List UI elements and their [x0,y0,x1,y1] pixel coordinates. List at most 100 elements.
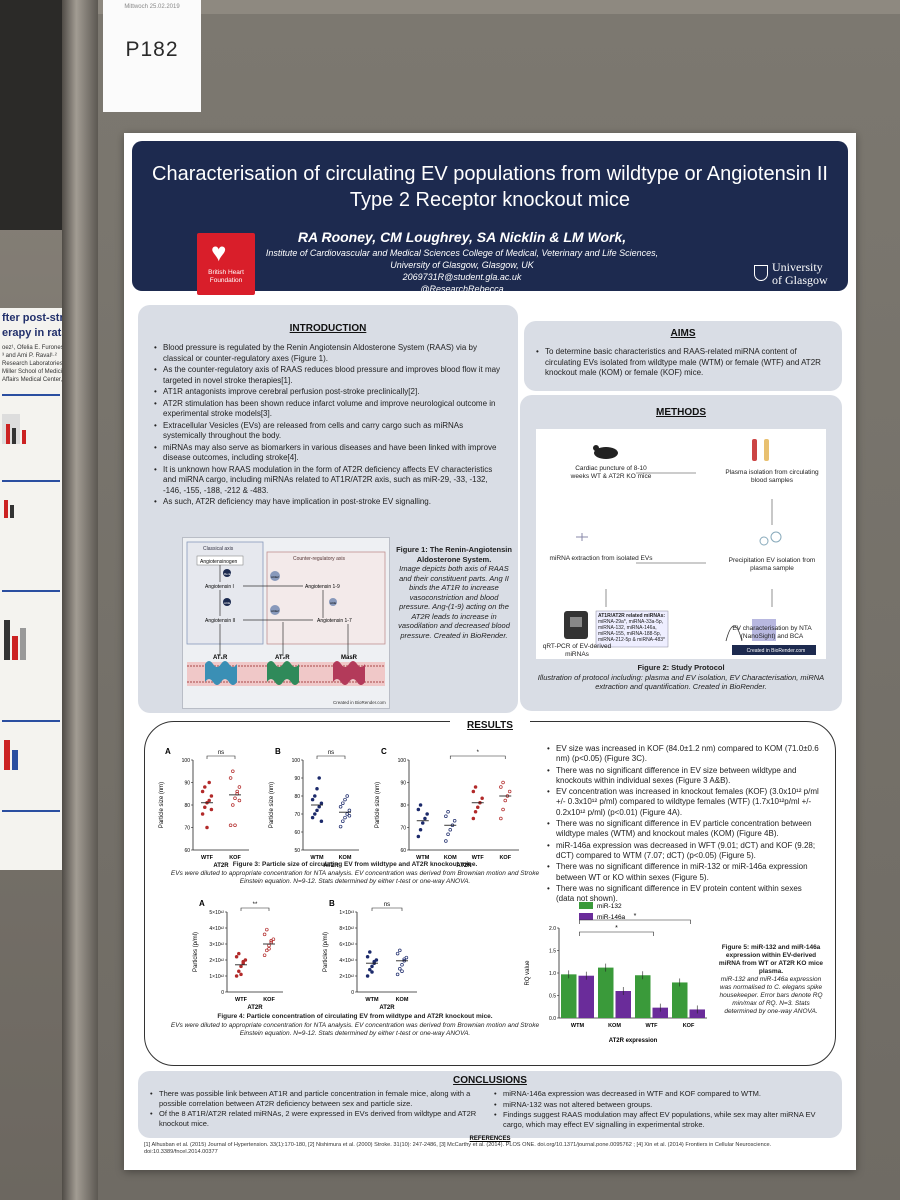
poster-authors: RA Rooney, CM Loughrey, SA Nicklin & LM … [297,229,627,245]
x-axis-label: AT2R expression [609,1038,658,1044]
legend-swatch [579,902,593,909]
significance-bracket [449,755,506,759]
y-tick-label: 5×10¹² [209,910,224,916]
y-tick-label: 1×10¹² [209,974,224,980]
y-tick-label: 8×10¹² [339,926,354,932]
y-axis-label: Particles (p/ml) [323,932,329,972]
data-point [370,964,374,969]
data-point [237,798,242,803]
data-point [347,808,352,813]
data-point [341,819,345,823]
data-point [234,974,239,978]
y-tick-label: 90 [400,781,406,787]
panel-letter: B [275,747,281,756]
data-point [398,967,402,971]
data-point [207,780,211,785]
y-tick-label: 70 [184,826,190,832]
figure4-caption-title: Figure 4: Particle concentration of circ… [217,1013,493,1020]
significance-bracket [316,755,346,759]
heart-icon: ♥ [211,237,227,267]
data-point [317,776,321,780]
y-tick-label: 1.0 [549,971,556,977]
y-tick-label: 2×10¹² [209,958,224,964]
step-plasma-isolation: Plasma isolation from circulating blood … [725,469,819,484]
results-bullet: EV size was increased in KOF (84.0±1.2 n… [547,744,819,765]
bar-miR-146a [689,1009,705,1018]
step-ev-characterisation: EV characterisation by NTA (NanoSight) a… [732,625,812,640]
data-point [400,963,404,967]
adjacent-poster: fter post-stro erapy in rats oez¹, Ofeli… [0,308,62,870]
aims-section: AIMS To determine basic characteristics … [524,321,842,391]
references-text: [1] Alhusban et al. (2015) Journal of Hy… [144,1142,772,1155]
svg-text:Created in BioRender.com: Created in BioRender.com [333,700,386,705]
y-tick-label: 70 [294,812,300,818]
bar-miR-146a [615,991,631,1018]
data-point [471,789,476,794]
panel-letter: C [381,747,387,756]
significance-bracket [206,755,236,759]
adjacent-poster-affil-1: Research Laboratories, De [2,361,62,367]
significance-label: ns [328,750,334,756]
y-tick-label: 6×10¹² [339,942,354,948]
research-poster: Characterisation of circulating EV popul… [124,133,856,1170]
raas-diagram: Classical axis Counter-regulatory axis A… [186,541,386,705]
data-point [200,789,205,794]
svg-text:Angiotensin 1-9: Angiotensin 1-9 [305,584,340,590]
data-point [319,801,324,805]
data-point [444,814,448,818]
y-tick-label: 90 [184,781,190,787]
data-point [343,815,347,820]
intro-bullet: Blood pressure is regulated by the Renin… [154,343,506,364]
data-point [343,797,347,802]
figure1-caption-text: Image depicts both axis of RAAS and thei… [398,564,510,640]
x-tick-label: WTM [310,855,324,861]
data-point [205,825,209,830]
data-point [372,959,376,964]
svg-text:Classical axis: Classical axis [203,546,234,552]
data-point [235,789,239,794]
bar-miR-132 [598,967,614,1018]
x-tick-label: KOM [444,855,457,861]
x-tick-label: WTF [235,997,248,1003]
data-point [239,972,243,977]
data-point [203,805,207,809]
conclusion-bullet: Findings suggest RAAS modulation may aff… [494,1110,834,1129]
bar-miR-146a [578,975,594,1018]
panel-letter: A [165,747,171,756]
data-point [398,948,402,953]
svg-text:Angiotensin I: Angiotensin I [205,584,234,590]
data-point [471,816,476,821]
data-point [416,834,421,839]
board-frame-post [62,0,98,1200]
y-tick-label: 0 [221,990,224,996]
poster-header: Characterisation of circulating EV popul… [132,141,848,295]
x-tick-label: KOF [263,997,275,1003]
significance-label: * [615,925,618,932]
introduction-section: INTRODUCTION Blood pressure is regulated… [138,305,518,713]
data-point [231,769,235,773]
intro-bullet: AT1R antagonists improve cerebral perfus… [154,387,506,398]
y-axis-label: Particle size (nm) [269,782,275,828]
svg-text:Counter-regulatory axis: Counter-regulatory axis [293,556,345,562]
y-tick-label: 3×10¹² [209,942,224,948]
y-tick-label: 100 [292,758,301,764]
uog-line-1: University [772,260,823,274]
intro-bullet: It is unknown how RAAS modulation in the… [154,465,506,497]
data-point [269,939,273,943]
data-point [416,807,421,812]
step-ev-precipitation: Precipitation EV isolation from plasma s… [728,557,816,572]
data-point [480,796,484,800]
svg-text:Angiotensin II: Angiotensin II [205,618,235,624]
figure2-caption: Figure 2: Study Protocol Illustration of… [534,663,828,692]
figure4-caption-text: EVs were diluted to appropriate concentr… [170,1022,540,1037]
data-point [313,794,317,798]
adjacent-dark-panel [0,0,62,230]
adjacent-poster-figures [2,394,60,812]
data-point [499,785,503,789]
data-point [501,807,505,812]
y-tick-label: 0 [351,990,354,996]
results-section: RESULTS A 60 70 80 90 100 Particle size (nm) WT… [144,720,836,1066]
svg-text:ACE: ACE [224,601,230,605]
x-tick-label: KOM [339,855,352,861]
